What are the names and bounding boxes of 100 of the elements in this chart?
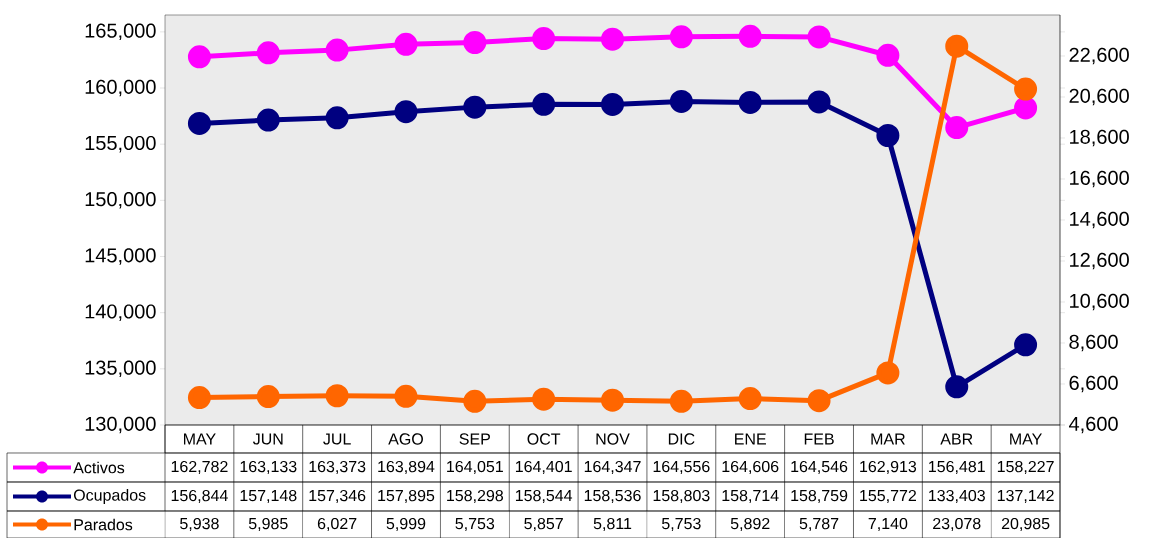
- y2-tick-label: 12,600: [1070, 252, 1129, 270]
- point: [738, 90, 762, 114]
- data-label: 164,051: [447, 460, 503, 474]
- data-label: 164,606: [722, 460, 779, 474]
- point: [532, 387, 556, 411]
- data-label: 157,148: [240, 489, 297, 503]
- point: [256, 108, 280, 132]
- data-label: 155,772: [860, 489, 916, 503]
- y-tick-label: 140,000: [85, 304, 156, 321]
- data-label: 158,759: [791, 489, 848, 503]
- x-tick-label: ENE: [735, 433, 766, 445]
- x-tick-label: MAR: [871, 433, 905, 445]
- point: [1014, 96, 1038, 120]
- legend-label: Ocupados: [73, 488, 146, 504]
- point: [945, 375, 969, 399]
- data-label: 157,346: [309, 489, 366, 503]
- y-tick-label: 160,000: [85, 79, 156, 97]
- point: [394, 384, 418, 408]
- y2-tick-label: 22,600: [1069, 47, 1129, 65]
- data-label: 164,347: [584, 460, 641, 474]
- point: [187, 45, 211, 69]
- point: [738, 386, 762, 410]
- x-tick-label: AGO: [388, 433, 423, 445]
- point: [601, 388, 625, 412]
- data-label: 6,027: [317, 517, 357, 531]
- data-label: 158,803: [653, 489, 710, 503]
- y2-tick-label: 4,600: [1069, 416, 1118, 434]
- x-tick-label: DIC: [668, 433, 695, 445]
- data-label: 158,298: [447, 489, 504, 503]
- point: [1014, 77, 1038, 101]
- data-label: 163,133: [240, 460, 297, 474]
- data-label: 157,895: [378, 489, 435, 503]
- data-label: 23,078: [933, 517, 981, 531]
- data-label: 137,142: [997, 489, 1054, 503]
- y2-tick-label: 16,600: [1070, 170, 1129, 188]
- data-label: 7,140: [868, 517, 908, 531]
- y-tick-label: 135,000: [85, 360, 156, 377]
- data-label: 5,985: [248, 517, 288, 531]
- point: [669, 25, 693, 49]
- x-tick-label: MAY: [184, 433, 216, 445]
- point: [669, 389, 693, 413]
- point: [325, 384, 349, 408]
- data-label: 133,403: [929, 489, 985, 503]
- data-label: 5,892: [730, 517, 770, 531]
- x-tick-label: MAY: [1010, 433, 1042, 445]
- point: [187, 111, 211, 135]
- point: [1014, 333, 1038, 357]
- x-tick-label: SEP: [459, 433, 490, 445]
- data-label: 158,544: [515, 489, 573, 503]
- point: [463, 30, 487, 54]
- data-label: 164,401: [515, 460, 572, 474]
- data-label: 164,546: [791, 460, 848, 474]
- y-tick-label: 165,000: [85, 23, 156, 40]
- point: [394, 32, 418, 56]
- y2-tick-label: 8,600: [1069, 334, 1118, 352]
- x-tick-label: ABR: [940, 433, 973, 445]
- data-label: 163,373: [309, 460, 366, 474]
- y2-tick-label: 20,600: [1069, 88, 1129, 106]
- point: [256, 41, 280, 65]
- x-tick-label: OCT: [527, 433, 561, 445]
- data-label: 5,857: [524, 517, 563, 531]
- data-label: 164,556: [653, 460, 710, 474]
- legend-label: Parados: [74, 518, 133, 531]
- point: [807, 389, 831, 413]
- y-tick-label: 155,000: [85, 135, 156, 153]
- point: [187, 385, 211, 409]
- data-label: 5,999: [386, 517, 426, 531]
- point: [394, 100, 418, 124]
- point: [601, 92, 625, 116]
- y2-tick-label: 10,600: [1070, 293, 1129, 311]
- y2-tick-label: 14,600: [1070, 211, 1129, 229]
- data-label: 158,227: [997, 460, 1054, 474]
- point: [876, 43, 900, 67]
- point: [738, 24, 762, 48]
- data-label: 162,913: [860, 460, 917, 474]
- point: [601, 27, 625, 51]
- x-tick-label: NOV: [596, 433, 630, 445]
- point: [669, 89, 693, 113]
- y-tick-label: 150,000: [85, 191, 156, 209]
- point: [945, 34, 969, 58]
- point: [876, 123, 900, 147]
- point: [325, 38, 349, 62]
- data-label: 20,985: [1001, 517, 1050, 531]
- point: [325, 106, 349, 130]
- data-label: 5,753: [455, 517, 495, 531]
- point: [256, 384, 280, 408]
- data-label: 158,536: [584, 489, 641, 503]
- y-tick-label: 145,000: [85, 248, 156, 265]
- data-label: 163,894: [378, 460, 435, 474]
- x-tick-label: JUL: [323, 433, 351, 445]
- y2-tick-label: 6,600: [1069, 375, 1118, 393]
- point: [532, 92, 556, 116]
- data-label: 156,481: [929, 460, 985, 474]
- data-label: 158,714: [722, 489, 779, 503]
- x-tick-label: JUN: [252, 433, 283, 445]
- point: [463, 95, 487, 119]
- data-label: 5,787: [799, 517, 839, 531]
- point: [945, 115, 969, 139]
- x-tick-label: FEB: [804, 433, 834, 445]
- data-label: 5,811: [593, 517, 632, 531]
